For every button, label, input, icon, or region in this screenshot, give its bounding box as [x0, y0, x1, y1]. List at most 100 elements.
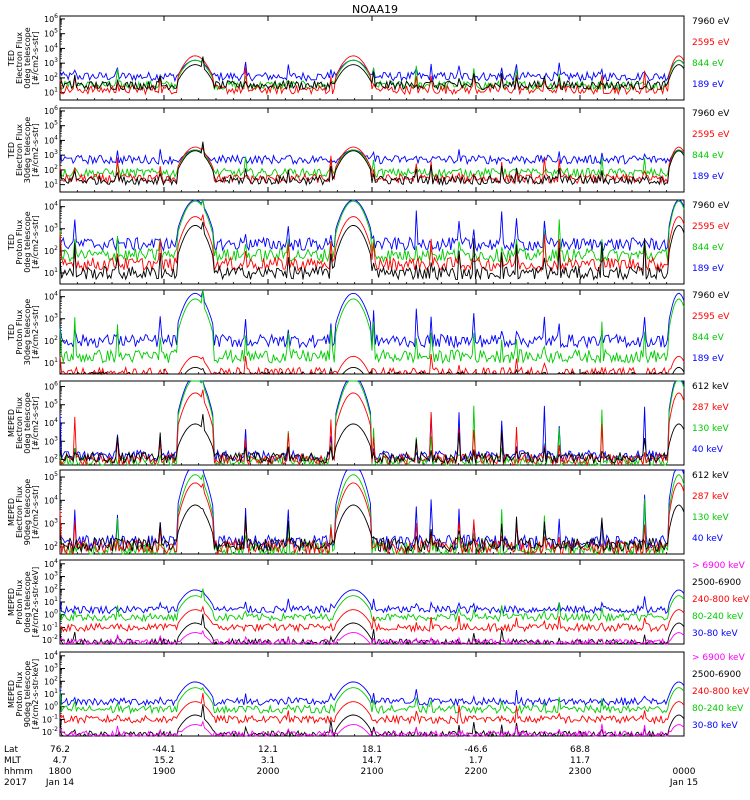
series-line-240-800-kev	[59, 693, 685, 725]
y-axis-label-line: MEPED	[7, 409, 16, 437]
y-tick-label: 104	[44, 650, 58, 661]
y-axis-label-line: TED	[7, 234, 16, 251]
x-tick-value: 15.2	[154, 756, 174, 766]
y-axis-label-line: 0deg telescope	[23, 571, 32, 632]
x-tick-value: 12.1	[258, 745, 278, 755]
x-tick-value: 76.2	[50, 745, 70, 755]
x-row-label: Lat	[4, 745, 19, 755]
x-tick-value: 2200	[465, 767, 488, 777]
y-tick-label: 100	[44, 609, 58, 620]
y-tick-label: 101	[44, 688, 58, 699]
panel-frame	[59, 559, 685, 645]
x-row-label: MLT	[4, 756, 22, 766]
legend-entry: 2595 eV	[692, 312, 730, 322]
y-tick-label: 101	[44, 596, 58, 607]
legend-entry: 240-800 keV	[692, 595, 750, 605]
legend-entry: 7960 eV	[692, 109, 730, 119]
legend-entry: > 6900 keV	[692, 653, 746, 663]
series-line-30-80-kev	[59, 589, 685, 616]
y-axis-label-line: Proton Flux	[15, 579, 24, 624]
y-axis-label-line: [#/cm2-s-str]	[31, 31, 40, 84]
y-tick-label: 105	[44, 28, 58, 39]
y-tick-label: 104	[44, 134, 58, 145]
panel-1: 101 102 103 104 105 106 TED Electron Flux 0deg t…	[7, 13, 730, 101]
series-line-844-ev	[59, 199, 685, 264]
panel-frame	[59, 289, 685, 375]
y-axis-label-line: Electron Flux	[15, 124, 24, 176]
y-axis-label-line: Electron Flux	[15, 397, 24, 449]
y-tick-label: 106	[44, 13, 58, 24]
series-line-844-ev	[59, 145, 685, 179]
y-tick-label: 10-2	[42, 634, 58, 645]
series-line-287-kev	[59, 482, 685, 556]
x-tick-value: 4.7	[53, 756, 67, 766]
y-tick-label: 104	[44, 494, 58, 505]
legend-entry: 2595 eV	[692, 130, 730, 140]
legend-entry: 844 eV	[692, 333, 725, 343]
series-line-189-ev	[59, 58, 685, 83]
y-axis-label-line: [#/cm2-s-str]	[31, 305, 40, 358]
y-axis-label-line: 0deg telescope	[23, 27, 32, 88]
x-tick-value: 14.7	[362, 756, 382, 766]
y-axis-label-line: TED	[7, 324, 16, 341]
x-tick-value: 18.1	[362, 745, 382, 755]
x-tick-value: 1800	[49, 767, 72, 777]
series-line-844-ev	[59, 55, 685, 92]
legend-entry: 80-240 keV	[692, 612, 744, 622]
legend-entry: 844 eV	[692, 243, 725, 253]
y-tick-label: 102	[44, 72, 58, 83]
y-tick-label: 101	[44, 267, 58, 278]
legend-entry: 30-80 keV	[692, 629, 738, 639]
y-tick-label: 102	[44, 583, 58, 594]
y-axis-label-line: Electron Flux	[15, 32, 24, 84]
legend-entry: 844 eV	[692, 59, 725, 69]
series-line-40-kev	[59, 380, 685, 463]
legend-entry: 189 eV	[692, 354, 725, 364]
legend-entry: 30-80 keV	[692, 721, 738, 731]
legend-entry: 287 keV	[692, 492, 729, 502]
legend-entry: 7960 eV	[692, 291, 730, 301]
series-line-2500-6900	[59, 613, 685, 646]
y-axis-label-line: [#/cm2-s-str-keV]	[31, 567, 40, 638]
y-axis-label-line: TED	[7, 50, 16, 67]
panel-frame	[59, 651, 685, 737]
series-line-2595-ev	[59, 214, 685, 273]
legend-entry: 7960 eV	[692, 201, 730, 211]
y-tick-label: 100	[44, 701, 58, 712]
x-tick-value: Jan 15	[669, 778, 698, 788]
legend-entry: 2500-6900	[692, 578, 741, 588]
series-line-240-800-kev	[59, 605, 685, 633]
series-line-189-ev	[59, 198, 685, 253]
panel-4: 101 102 103 104 TED Proton Flux 30deg telescop…	[7, 289, 730, 376]
legend-entry: 2595 eV	[692, 222, 730, 232]
y-axis-label-line: MEPED	[7, 498, 16, 526]
legend-entry: 130 keV	[692, 513, 729, 523]
legend-entry: 189 eV	[692, 172, 725, 182]
y-tick-label: 102	[44, 675, 58, 686]
series-line-30-80-kev	[59, 681, 685, 707]
y-axis-label-line: TED	[7, 142, 16, 159]
y-axis-label-line: 0deg telescope	[23, 211, 32, 272]
y-tick-label: 105	[44, 399, 58, 410]
x-tick-value: 2300	[569, 767, 592, 777]
x-tick-value: 1.7	[469, 756, 483, 766]
y-tick-label: 101	[44, 87, 58, 98]
series-line-844-ev	[59, 289, 685, 365]
y-axis-label-line: 30deg telescope	[23, 117, 32, 184]
legend-entry: 612 keV	[692, 382, 729, 392]
legend-entry: 40 keV	[692, 445, 724, 455]
y-axis-label-line: [#/cm2-s-str]	[31, 396, 40, 449]
legend-entry: 130 keV	[692, 424, 729, 434]
y-tick-label: 102	[44, 335, 58, 346]
y-tick-label: 104	[44, 201, 58, 212]
y-tick-label: 104	[44, 558, 58, 569]
legend-entry: 240-800 keV	[692, 687, 750, 697]
y-tick-label: 103	[44, 57, 58, 68]
x-tick-value: 2000	[257, 767, 280, 777]
y-tick-label: 103	[44, 518, 58, 529]
y-tick-label: 10-2	[42, 726, 58, 737]
y-tick-label: 101	[44, 357, 58, 368]
